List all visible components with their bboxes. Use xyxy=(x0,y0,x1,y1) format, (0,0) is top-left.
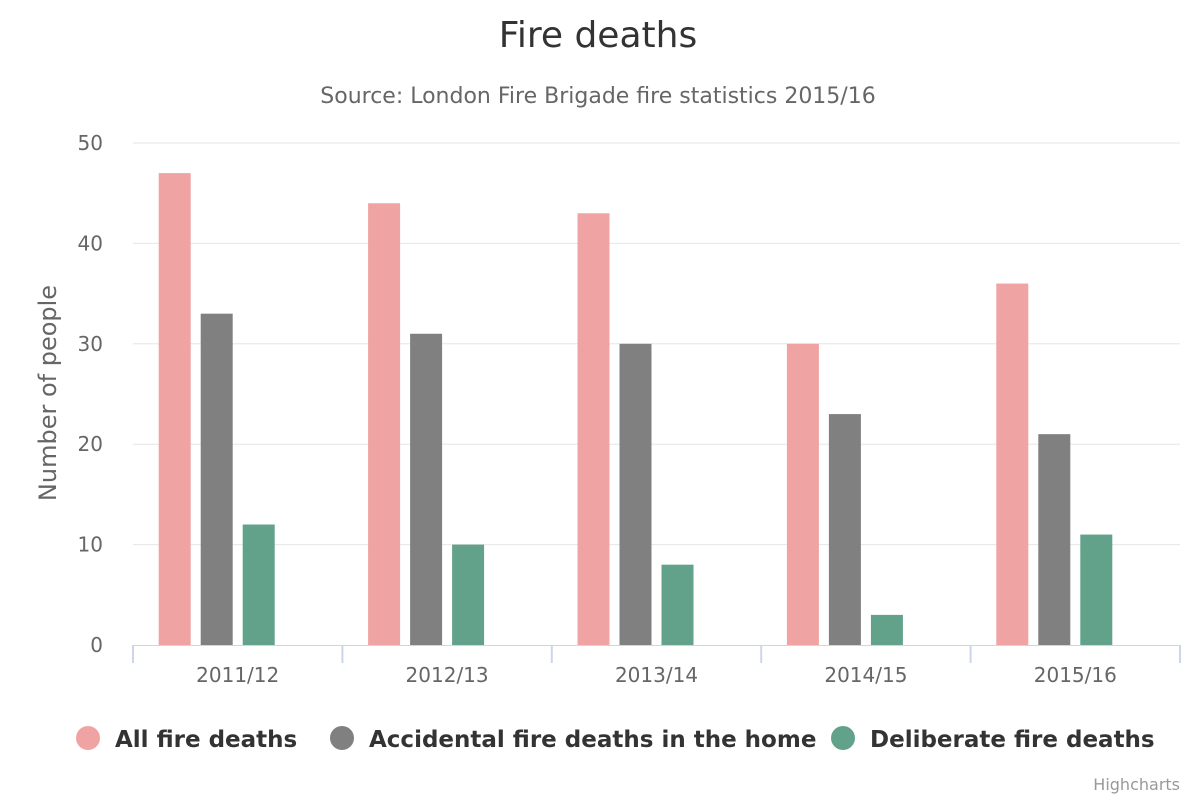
legend-item[interactable]: Deliberate fire deaths xyxy=(831,726,1155,753)
legend-label: Deliberate fire deaths xyxy=(870,727,1155,753)
bar-2013-14-series-1[interactable] xyxy=(577,213,610,645)
bar-2012-13-series-1[interactable] xyxy=(368,203,401,646)
legend-item[interactable]: Accidental fire deaths in the home xyxy=(330,726,816,753)
x-tick-label: 2014/15 xyxy=(824,663,907,687)
x-tick-label: 2013/14 xyxy=(615,663,698,687)
x-tick-label: 2011/12 xyxy=(196,663,279,687)
y-tick-label: 0 xyxy=(90,633,103,657)
bar-2012-13-series-3[interactable] xyxy=(452,544,485,645)
legend-label: Accidental fire deaths in the home xyxy=(369,727,816,753)
bar-2015-16-series-2[interactable] xyxy=(1038,434,1071,645)
legend-symbol xyxy=(76,726,100,750)
x-tick-label: 2012/13 xyxy=(406,663,489,687)
x-tick-label: 2015/16 xyxy=(1034,663,1117,687)
legend-item[interactable]: All fire deaths xyxy=(76,726,297,753)
legend-symbol xyxy=(831,726,855,750)
bar-2014-15-series-3[interactable] xyxy=(870,614,903,645)
credits-link[interactable]: Highcharts xyxy=(1093,775,1180,794)
chart-title: Fire deaths xyxy=(499,15,697,56)
bar-2013-14-series-2[interactable] xyxy=(619,343,652,645)
y-axis-label: Number of people xyxy=(34,285,62,501)
y-tick-label: 40 xyxy=(78,231,103,255)
bar-2015-16-series-1[interactable] xyxy=(996,283,1029,645)
bar-2011-12-series-1[interactable] xyxy=(158,173,191,645)
bar-2014-15-series-1[interactable] xyxy=(786,343,819,645)
x-axis: 2011/12 2012/13 2013/14 2014/15 2015/16 xyxy=(132,645,1181,687)
chart-subtitle: Source: London Fire Brigade fire statist… xyxy=(320,84,875,109)
y-axis-ticks: 0 10 20 30 40 50 xyxy=(78,131,103,657)
legend: All fire deaths Accidental fire deaths in… xyxy=(76,726,1155,753)
legend-symbol xyxy=(330,726,354,750)
bar-2015-16-series-3[interactable] xyxy=(1080,534,1113,645)
bar-2014-15-series-2[interactable] xyxy=(828,414,861,645)
y-tick-label: 50 xyxy=(78,131,103,155)
bar-2011-12-series-2[interactable] xyxy=(200,313,233,645)
bars xyxy=(158,173,1113,646)
bar-2012-13-series-2[interactable] xyxy=(410,333,443,645)
y-tick-label: 30 xyxy=(78,332,103,356)
bar-2013-14-series-3[interactable] xyxy=(661,564,694,645)
y-tick-label: 20 xyxy=(78,432,103,456)
y-tick-label: 10 xyxy=(78,533,103,557)
bar-2011-12-series-3[interactable] xyxy=(242,524,275,645)
legend-label: All fire deaths xyxy=(115,727,297,753)
